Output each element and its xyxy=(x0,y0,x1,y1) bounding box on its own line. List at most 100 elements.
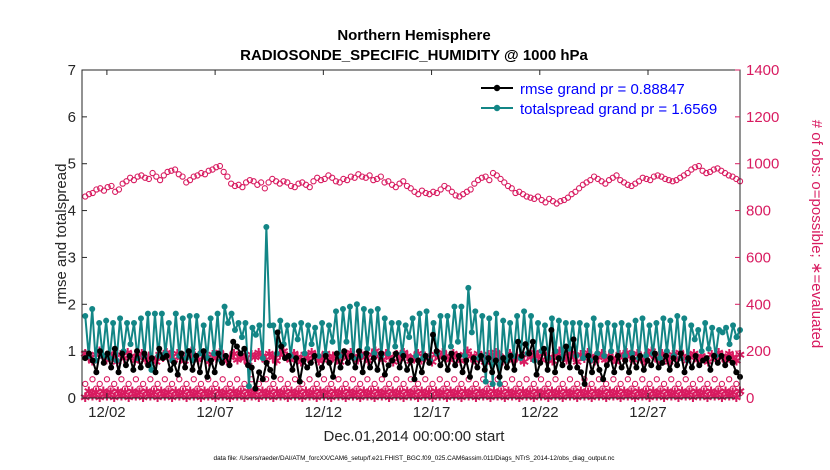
rmse-point xyxy=(219,359,226,366)
obs-evaluated-low-point: ✱ xyxy=(575,384,586,399)
obs-evaluated-low-point: ✱ xyxy=(217,389,228,404)
obs-possible-low-point xyxy=(650,390,657,397)
totalspread-point xyxy=(702,320,709,327)
obs-evaluated-low-point: ✱ xyxy=(373,384,384,399)
obs-possible-low-point xyxy=(476,390,483,397)
obs-evaluated-low-point: ✱ xyxy=(130,389,141,404)
totalspread-point xyxy=(103,317,110,324)
obs-evaluated-low-point: ✱ xyxy=(340,390,351,405)
obs-evaluated-low-point: ✱ xyxy=(167,390,178,405)
obs-evaluated-point: ✱ xyxy=(657,346,668,361)
obs-possible-low-point xyxy=(121,385,129,392)
obs-possible-low-point xyxy=(570,385,577,392)
obs-possible-point xyxy=(650,173,658,180)
obs-evaluated-low-point: ✱ xyxy=(626,385,637,400)
totalspread-point xyxy=(353,301,360,308)
rmse-point xyxy=(529,338,536,345)
obs-possible-low-point xyxy=(335,376,342,383)
obs-evaluated-low-point: ✱ xyxy=(467,385,478,400)
totalspread-point xyxy=(385,350,392,357)
obs-possible-low-point xyxy=(490,390,498,397)
rmse-point xyxy=(259,376,266,383)
rmse-point xyxy=(252,385,259,392)
obs-possible-low-point xyxy=(422,376,429,383)
obs-evaluated-low-point: ✱ xyxy=(423,385,434,400)
rmse-point xyxy=(108,364,115,371)
rmse-point xyxy=(415,357,422,364)
obs-possible-point xyxy=(291,183,298,191)
obs-possible-point xyxy=(471,180,478,187)
obs-evaluated-low-point: ✱ xyxy=(333,389,344,404)
obs-possible-low-point xyxy=(295,385,302,392)
obs-possible-point xyxy=(493,172,500,179)
obs-evaluated-low-point: ✱ xyxy=(188,389,199,404)
obs-possible-low-point xyxy=(89,376,96,383)
y-left-tick-label: 5 xyxy=(68,156,76,173)
rmse-point xyxy=(204,373,211,380)
rmse-point xyxy=(655,364,662,371)
rmse-point xyxy=(603,362,610,369)
rmse-point xyxy=(171,359,178,366)
rmse-point xyxy=(722,362,729,369)
rmse-point xyxy=(156,345,163,352)
obs-evaluated-low-point: ✱ xyxy=(489,384,500,399)
totalspread-point xyxy=(319,320,326,327)
totalspread-point xyxy=(413,352,420,359)
obs-evaluated-low-point: ✱ xyxy=(579,389,590,404)
obs-evaluated-point: ✱ xyxy=(561,352,572,367)
rmse-point xyxy=(130,366,137,373)
totalspread-point xyxy=(709,324,716,331)
data-file-footnote: data file: /Users/raeder/DAI/ATM_forcXX/… xyxy=(214,455,616,462)
totalspread-point xyxy=(235,320,242,327)
obs-evaluated-point: ✱ xyxy=(526,350,537,365)
rmse-point xyxy=(670,355,677,362)
rmse-point xyxy=(311,352,318,359)
totalspread-point xyxy=(284,322,291,329)
rmse-point xyxy=(178,350,185,357)
rmse-point xyxy=(581,380,588,387)
obs-evaluated-low-point: ✱ xyxy=(395,385,406,400)
totalspread-point xyxy=(479,313,486,319)
totalspread-point xyxy=(82,313,89,319)
obs-evaluated-low-point: ✱ xyxy=(308,385,319,400)
obs-possible-low-point xyxy=(671,385,679,392)
rmse-point xyxy=(355,348,362,355)
totalspread-point xyxy=(308,341,315,348)
rmse-point xyxy=(703,355,710,362)
obs-possible-point xyxy=(433,189,441,197)
rmse-point xyxy=(392,350,399,357)
obs-evaluated-low-point: ✱ xyxy=(731,390,742,405)
obs-evaluated-low-point: ✱ xyxy=(87,389,98,404)
obs-possible-low-point xyxy=(360,390,367,397)
rmse-point xyxy=(274,329,281,336)
obs-possible-point xyxy=(381,179,388,186)
totalspread-point xyxy=(346,303,353,310)
obs-possible-point xyxy=(306,183,313,191)
obs-possible-low-point xyxy=(628,385,635,392)
obs-possible-low-point xyxy=(631,380,639,388)
totalspread-point xyxy=(562,320,569,327)
totalspread-point xyxy=(367,308,374,315)
rmse-point xyxy=(93,369,100,376)
obs-evaluated-low-point: ✱ xyxy=(337,385,348,400)
obs-possible-low-point xyxy=(469,385,476,392)
obs-possible-low-point xyxy=(187,390,194,397)
totalspread-point xyxy=(611,322,618,329)
rmse-point xyxy=(196,369,203,376)
obs-possible-point xyxy=(684,169,691,177)
obs-possible-low-point xyxy=(129,390,136,397)
obs-evaluated-low-point: ✱ xyxy=(279,385,290,400)
totalspread-point xyxy=(688,322,695,329)
totalspread-point xyxy=(392,343,399,350)
totalspread-point xyxy=(465,284,472,291)
obs-evaluated-low-point: ✱ xyxy=(590,384,601,399)
obs-possible-low-point xyxy=(653,376,660,383)
obs-possible-low-point xyxy=(414,380,422,388)
rmse-point xyxy=(370,355,377,362)
obs-possible-low-point xyxy=(201,390,208,397)
obs-possible-point xyxy=(250,178,257,185)
legend-rmse-label: rmse grand pr = 0.88847 xyxy=(520,81,685,98)
totalspread-point xyxy=(496,380,503,387)
obs-evaluated-low-point: ✱ xyxy=(134,385,145,400)
